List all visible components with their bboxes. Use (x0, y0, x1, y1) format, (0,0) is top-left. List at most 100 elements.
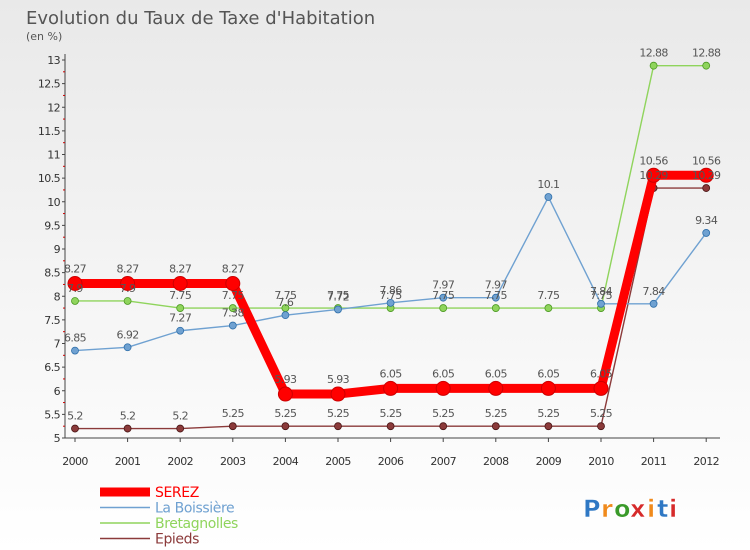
data-label: 7.9 (120, 282, 136, 295)
data-point (435, 380, 451, 396)
data-label: 5.25 (432, 407, 455, 420)
data-label: 8.27 (117, 262, 140, 275)
data-point (71, 297, 79, 305)
data-label: 7.75 (327, 289, 350, 302)
data-point (597, 422, 605, 431)
series-3 (71, 184, 711, 433)
y-tick-label: 7 (54, 338, 61, 351)
y-tick-label: 7.5 (44, 314, 60, 327)
chart-subtitle: (en %) (26, 30, 62, 43)
data-label: 9.34 (695, 214, 718, 227)
data-label: 7.75 (274, 289, 297, 302)
data-point (544, 304, 553, 312)
data-point (488, 380, 504, 396)
data-point (702, 184, 711, 192)
data-point (702, 61, 711, 70)
series-layer (67, 61, 714, 433)
data-label: 10.1 (537, 178, 559, 191)
data-point (593, 380, 609, 396)
data-label: 7.75 (169, 289, 192, 302)
data-point (334, 422, 342, 431)
data-label: 5.93 (327, 373, 350, 386)
legend-entry: SEREZ (155, 485, 199, 501)
y-tick-label: 11.5 (38, 125, 61, 138)
data-point (123, 424, 132, 433)
data-labels: 5.2 5.2 5.2 5.25 5.25 5.25 5.25 5.25 5.25 5.25 5.2… (64, 47, 722, 423)
axes: 5 5.5 6 6.5 7 7.5 8 8.5 9 9.5 10 10.5 11 11.5 12 12.5 13… (38, 54, 720, 468)
data-label: 5.2 (67, 410, 83, 423)
y-tick-label: 10.5 (38, 172, 61, 185)
data-point (540, 380, 556, 396)
data-point (228, 422, 237, 431)
y-tick-label: 13 (47, 54, 60, 67)
data-label: 7.75 (485, 289, 508, 302)
y-tick-label: 10 (47, 196, 60, 209)
data-point (172, 275, 188, 291)
data-label: 5.2 (120, 410, 136, 423)
logo-letter: o (614, 495, 631, 523)
data-point (176, 326, 185, 335)
data-label: 5.25 (222, 407, 245, 420)
x-tick-label: 2000 (62, 455, 88, 468)
data-label: 5.25 (274, 407, 297, 420)
data-point (597, 299, 605, 308)
data-label: 7.86 (380, 284, 403, 297)
series-0 (67, 167, 714, 402)
data-label: 7.75 (537, 289, 560, 302)
data-point (281, 311, 290, 320)
y-tick-label: 8 (54, 290, 61, 303)
data-label: 6.05 (537, 367, 560, 380)
data-label: 10.56 (639, 154, 668, 167)
data-label: 7.97 (432, 279, 455, 292)
data-point (176, 424, 185, 433)
x-tick-label: 2012 (693, 455, 719, 468)
logo-letter: P (583, 495, 601, 523)
data-point (646, 167, 662, 183)
data-label: 6.05 (485, 367, 508, 380)
x-tick-label: 2003 (220, 455, 246, 468)
data-point (649, 61, 658, 70)
y-tick-label: 6.5 (44, 361, 60, 374)
logo-letter: x (630, 495, 646, 523)
logo-letter: i (669, 495, 677, 523)
y-tick-label: 5 (54, 432, 61, 445)
data-label: 7.75 (222, 289, 245, 302)
data-label: 5.25 (327, 407, 350, 420)
data-label: 5.93 (274, 373, 297, 386)
legend-entry: La Boissière (155, 501, 234, 517)
data-label: 7.27 (169, 312, 192, 325)
data-point (71, 424, 79, 433)
data-label: 7.9 (67, 282, 83, 295)
y-tick-label: 8.5 (44, 267, 60, 280)
logo-letter: t (657, 495, 668, 523)
logo-letter: i (647, 495, 655, 523)
x-tick-label: 2006 (378, 455, 404, 468)
data-label: 10.56 (692, 154, 721, 167)
data-label: 12.88 (692, 47, 721, 60)
data-point (334, 305, 342, 314)
data-label: 7.72 (327, 290, 349, 303)
data-point (277, 386, 293, 402)
y-tick-label: 11 (47, 149, 60, 162)
y-tick-label: 12.5 (38, 78, 61, 91)
series-1 (71, 193, 711, 355)
data-label: 6.05 (590, 367, 613, 380)
data-point (67, 275, 83, 291)
legend-entry: Epieds (155, 532, 199, 548)
x-tick-label: 2010 (588, 455, 614, 468)
data-label: 6.85 (64, 332, 87, 345)
data-point (225, 275, 241, 291)
y-tick-label: 6 (54, 385, 61, 398)
data-point (386, 298, 395, 307)
data-point (330, 386, 346, 402)
data-point (544, 422, 553, 431)
x-tick-label: 2007 (430, 455, 456, 468)
data-point (544, 193, 553, 201)
data-label: 8.27 (64, 262, 87, 275)
data-label: 5.25 (590, 407, 613, 420)
x-tick-label: 2009 (536, 455, 562, 468)
x-tick-label: 2004 (273, 455, 299, 468)
